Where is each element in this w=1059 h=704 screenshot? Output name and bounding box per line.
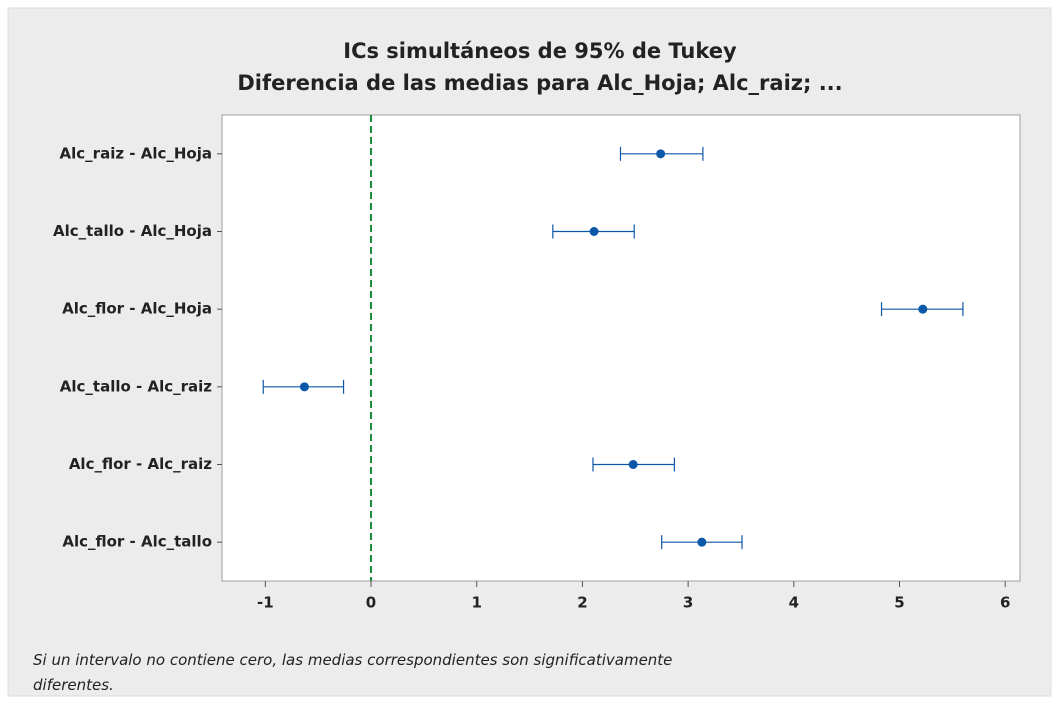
chart-title: ICs simultáneos de 95% de Tukey	[343, 39, 737, 63]
mean-point	[656, 149, 666, 159]
y-tick-label: Alc_flor - Alc_raiz	[69, 455, 212, 473]
y-tick-label: Alc_flor - Alc_tallo	[62, 533, 212, 551]
x-tick-label: 2	[577, 594, 587, 612]
x-tick-label: 5	[894, 594, 904, 612]
x-tick-label: 0	[366, 594, 376, 612]
x-tick-label: -1	[257, 594, 274, 612]
mean-point	[589, 227, 599, 236]
x-tick-label: 1	[472, 594, 482, 612]
y-tick-label: Alc_raiz - Alc_Hoja	[60, 144, 212, 162]
x-tick-label: 6	[1000, 594, 1010, 612]
mean-point	[299, 382, 309, 392]
plot-area	[221, 114, 1021, 582]
mean-point	[697, 537, 707, 547]
y-tick-label: Alc_tallo - Alc_Hoja	[53, 222, 212, 240]
mean-point	[628, 460, 638, 469]
x-tick-label: 3	[683, 594, 693, 612]
mean-point	[918, 304, 928, 314]
y-tick-label: Alc_tallo - Alc_raiz	[60, 377, 212, 395]
y-tick-label: Alc_flor - Alc_Hoja	[62, 300, 212, 318]
chart-subtitle: Diferencia de las medias para Alc_Hoja; …	[237, 71, 842, 95]
footnote: Si un intervalo no contiene cero, las me…	[33, 651, 673, 694]
x-tick-label: 4	[789, 594, 799, 612]
